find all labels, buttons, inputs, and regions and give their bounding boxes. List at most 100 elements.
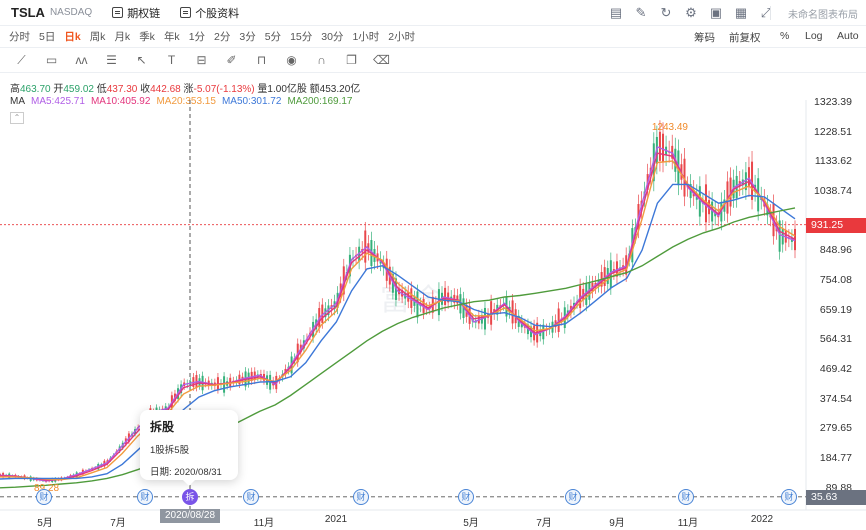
pen-tool-icon[interactable]: ✐ [226,53,237,67]
candle-body [474,320,477,323]
pattern-tool-icon[interactable]: ʌʌ [75,53,88,67]
measure-tool-icon[interactable]: ⊟ [196,53,207,67]
adjust-dropdown[interactable]: 前复权 [729,32,761,44]
layout-name[interactable]: 未命名图表布局 [788,10,858,21]
candle-body [84,470,87,472]
period-option[interactable]: 季k [139,31,155,43]
earnings-event-marker[interactable]: 财 [781,489,797,505]
eye-tool-icon[interactable]: ◉ [286,53,297,67]
collapse-legend-button[interactable]: ⌃ [10,112,24,124]
screenshot-icon[interactable]: ▣ [709,5,723,20]
tooltip-detail: 1股拆5股 [150,445,190,456]
period-option[interactable]: 月k [114,31,131,43]
candle-body [0,474,1,477]
ticker-symbol: TSLA [11,5,45,20]
earnings-event-marker[interactable]: 财 [678,489,694,505]
period-option[interactable]: 1分 [188,31,206,43]
candle-body [490,301,493,325]
period-option[interactable]: 分时 [9,31,30,43]
fib-tool-icon[interactable]: ☰ [106,53,117,67]
candle-body [269,374,272,390]
period-option[interactable]: 2小时 [388,31,416,43]
line-tool-icon[interactable]: ⟋ [17,52,26,67]
period-option[interactable]: 1小时 [352,31,380,43]
fullscreen-icon[interactable]: ⤢ [760,5,772,20]
candle-body [348,254,351,277]
candle-body [726,181,729,214]
candle-body [170,395,173,409]
rect-tool-icon[interactable]: ▭ [45,53,58,67]
candle-body [757,178,760,212]
period-option[interactable]: 年k [163,31,180,43]
period-option[interactable]: 3分 [239,31,256,43]
period-option-active[interactable]: 日k [64,31,81,43]
text-tool-icon[interactable]: T [167,53,176,67]
candle-body [760,196,763,200]
earnings-event-marker[interactable]: 财 [565,489,581,505]
log-toggle[interactable]: Log [805,30,823,42]
candle-body [244,371,247,387]
candle-body [468,305,471,324]
candle-body [450,296,453,302]
ohlc-info: 高463.70 开459.02 低437.30 收442.68 涨-5.07(-… [10,80,360,95]
lock-tool-icon[interactable]: ⊓ [256,53,267,67]
chips-button[interactable]: 筹码 [694,32,715,44]
earnings-event-marker[interactable]: 财 [36,489,52,505]
candle-body [287,366,290,371]
candle-body [631,228,634,263]
candle-body [394,278,397,300]
period-option[interactable]: 5日 [39,31,56,43]
candle-body [588,282,591,300]
ma-legend[interactable]: MA MA5:425.71 MA10:405.92 MA20:353.15 MA… [10,96,359,107]
candle-body [45,479,48,482]
refresh-icon[interactable]: ↻ [660,5,672,20]
earnings-event-marker[interactable]: 财 [458,489,474,505]
period-option[interactable]: 30分 [321,31,344,43]
earnings-event-marker[interactable]: 财 [243,489,259,505]
arrow-tool-icon[interactable]: ↖ [136,53,147,67]
period-option[interactable]: 5分 [264,31,282,43]
candle-body [401,289,404,297]
auto-toggle[interactable]: Auto [837,30,859,42]
candle-body [692,189,695,197]
candle-body [683,158,686,197]
candle-body [195,375,198,388]
candle-body [318,308,321,328]
y-tick: 469.42 [819,363,852,376]
trash-tool-icon[interactable]: ⌫ [373,53,390,67]
candle-body [259,374,262,378]
chart-icon[interactable]: ▤ [609,5,623,20]
stock-profile-tab[interactable]: 个股资料 [180,5,239,21]
candle-body [38,479,41,481]
candle-body [790,237,793,242]
candle-body [330,305,333,309]
period-option[interactable]: 周k [89,31,106,43]
candle-body [483,307,486,330]
candle-body [560,318,563,320]
earnings-event-marker[interactable]: 财 [137,489,153,505]
candle-body [671,145,674,159]
magnet-tool-icon[interactable]: ∩ [317,53,326,67]
candle-body [738,181,741,187]
candle-body [106,460,109,464]
candle-body [382,263,385,269]
copy-tool-icon[interactable]: ❐ [346,53,357,67]
divider [770,6,771,20]
settings-icon[interactable]: ⚙ [685,5,697,20]
edit-icon[interactable]: ✎ [635,5,647,20]
options-chain-tab[interactable]: 期权链 [112,5,160,21]
period-option[interactable]: 15分 [290,31,313,43]
candle-body [250,371,253,381]
layout-icon[interactable]: ▦ [734,5,748,20]
candle-body [735,175,738,199]
candle-body [216,377,219,390]
candle-body [241,376,244,381]
percent-toggle[interactable]: % [780,30,790,42]
period-option[interactable]: 2分 [214,31,231,43]
candle-body [333,301,336,310]
low-label: 低 [96,84,107,95]
split-event-marker[interactable]: 拆 [182,489,198,505]
earnings-event-marker[interactable]: 财 [353,489,369,505]
candle-body [81,469,84,475]
candle-body [508,306,511,313]
